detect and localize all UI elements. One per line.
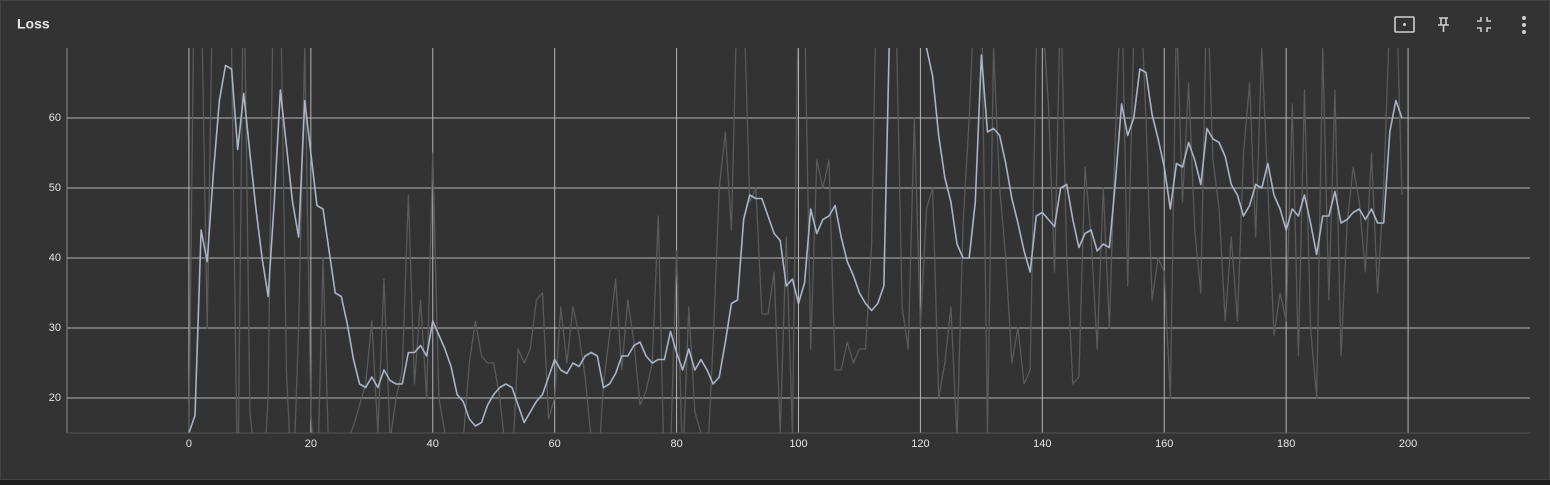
x-tick-label: 0 bbox=[186, 438, 192, 450]
x-tick-label: 120 bbox=[911, 438, 929, 450]
series-line bbox=[188, 48, 1403, 433]
x-tick-label: 60 bbox=[549, 438, 561, 450]
y-tick-label: 40 bbox=[49, 252, 61, 264]
pin-button[interactable] bbox=[1438, 17, 1449, 32]
x-tick-label: 200 bbox=[1399, 438, 1417, 450]
x-tick-label: 140 bbox=[1033, 438, 1051, 450]
x-tick-label: 160 bbox=[1155, 438, 1173, 450]
x-tick-label: 100 bbox=[789, 438, 807, 450]
chart-title: Loss bbox=[17, 16, 50, 32]
series-line bbox=[188, 48, 1403, 433]
y-tick-label: 20 bbox=[49, 392, 61, 404]
more-button[interactable] bbox=[1522, 16, 1526, 34]
x-tick-label: 180 bbox=[1277, 438, 1295, 450]
x-tick-label: 80 bbox=[670, 438, 682, 450]
x-tick-label: 20 bbox=[305, 438, 317, 450]
y-tick-label: 30 bbox=[49, 322, 61, 334]
y-tick-label: 50 bbox=[49, 182, 61, 194]
collapse-button[interactable] bbox=[1477, 17, 1491, 32]
toolbar bbox=[1394, 16, 1526, 34]
y-tick-label: 60 bbox=[49, 112, 61, 124]
fit-domain-button[interactable] bbox=[1394, 16, 1415, 33]
plot bbox=[188, 48, 1403, 433]
x-tick-label: 40 bbox=[427, 438, 439, 450]
